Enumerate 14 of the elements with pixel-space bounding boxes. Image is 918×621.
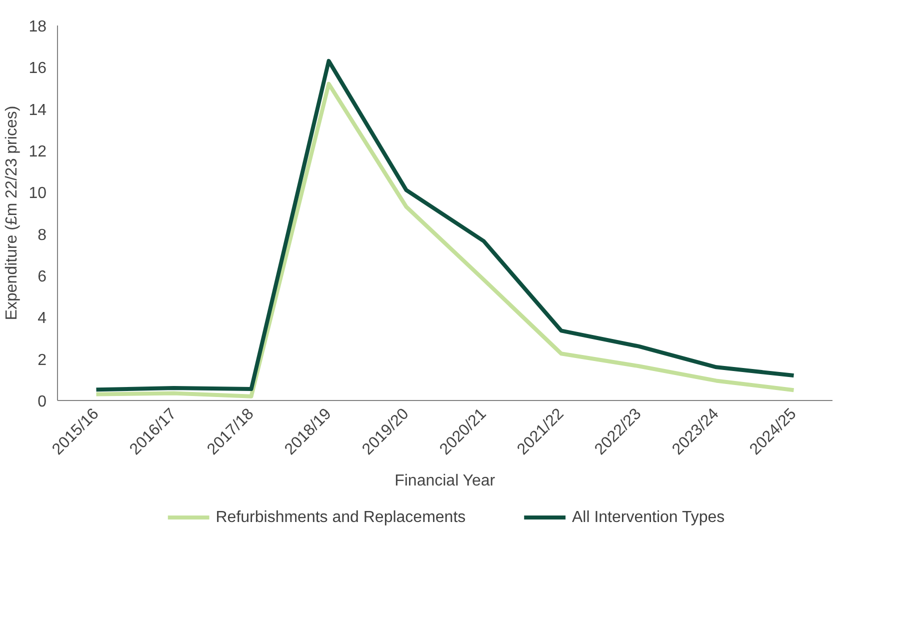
legend-label: Refurbishments and Replacements: [216, 509, 466, 526]
y-tick-label: 0: [38, 394, 47, 410]
y-tick-label: 2: [38, 352, 47, 369]
y-tick-label: 6: [38, 268, 47, 286]
x-axis-title: Financial Year: [394, 472, 496, 490]
y-tick-label: 8: [38, 226, 47, 244]
y-tick-label: 14: [28, 102, 47, 119]
legend-label: All Intervention Types: [572, 509, 725, 526]
y-tick-label: 16: [28, 60, 47, 78]
y-axis-title: Expenditure (£m 22/23 prices): [4, 106, 21, 320]
y-tick-label: 12: [28, 144, 47, 160]
y-tick-label: 18: [28, 18, 47, 36]
y-tick-label: 4: [38, 310, 47, 328]
y-tick-label: 10: [28, 185, 47, 202]
